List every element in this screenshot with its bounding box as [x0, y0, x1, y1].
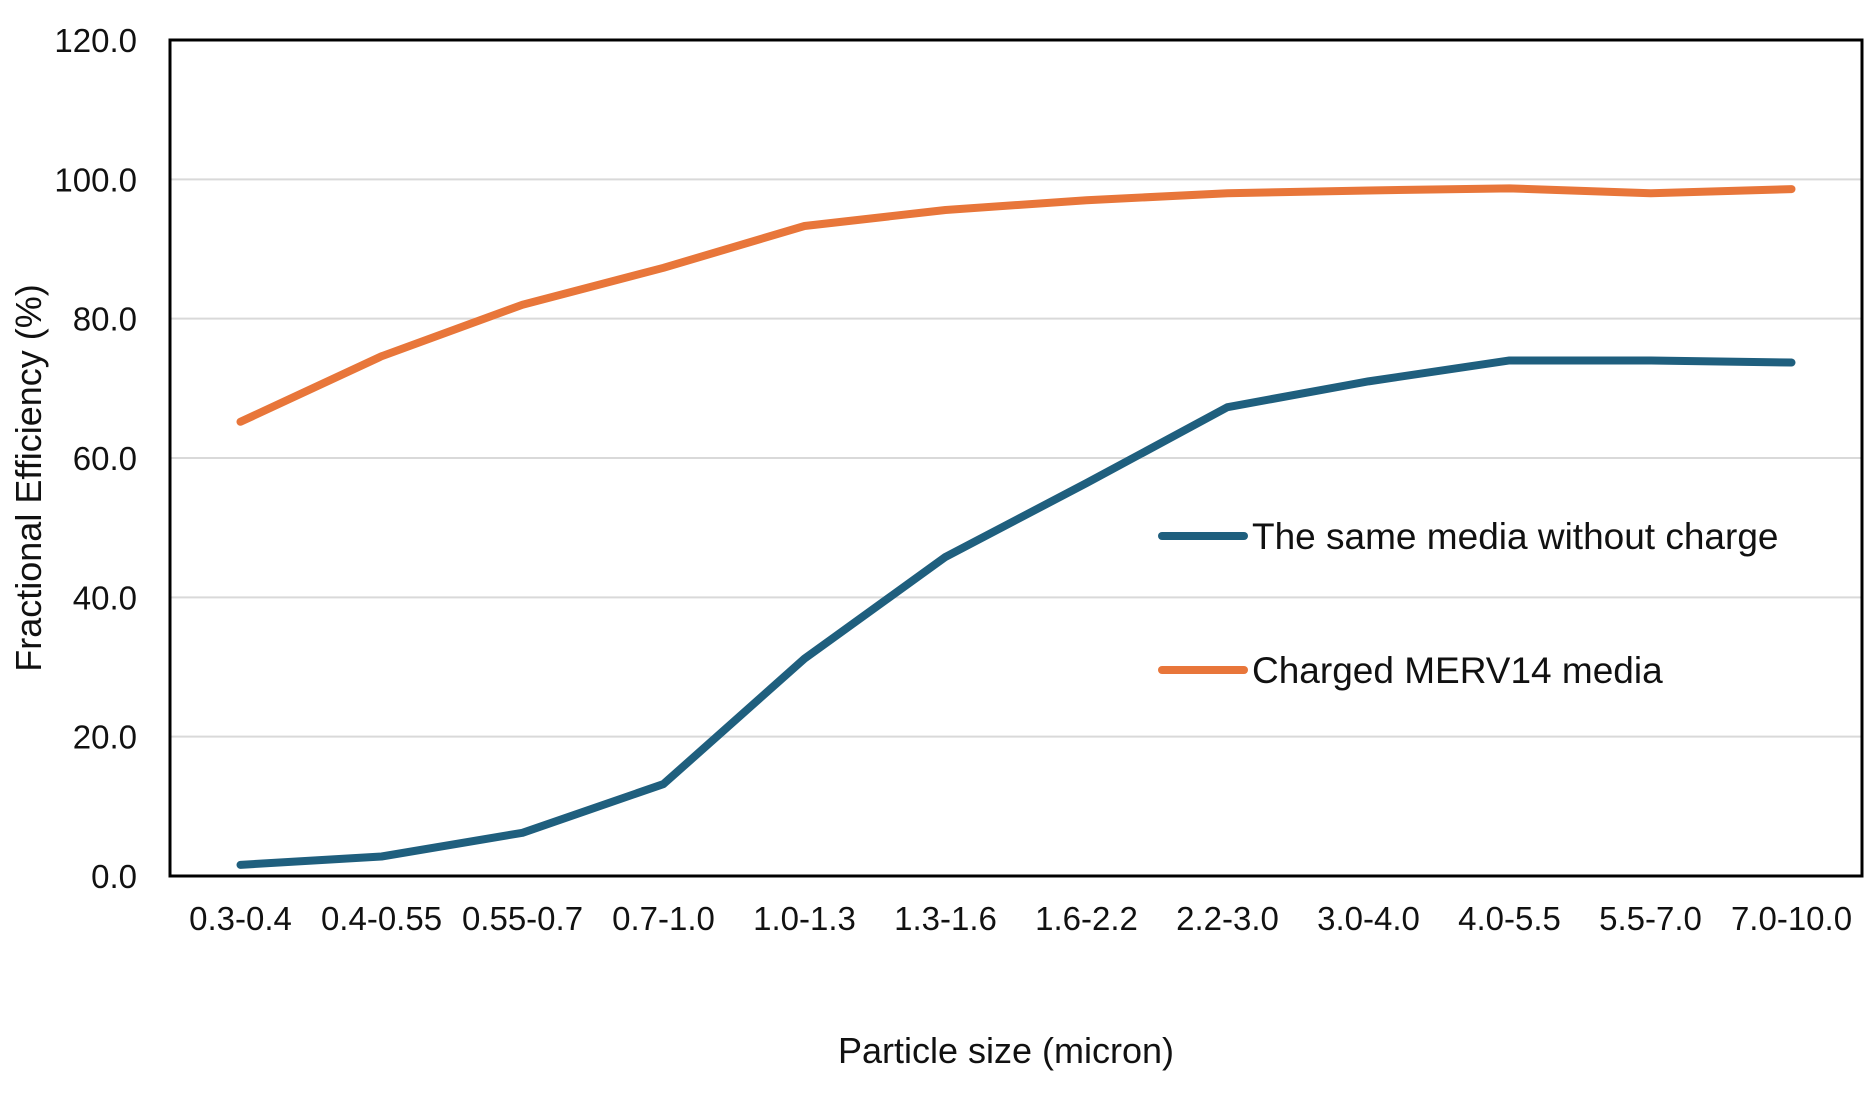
legend: The same media without charge Charged MER…	[1158, 516, 1779, 691]
x-axis-ticks: 0.3-0.4 0.4-0.55 0.55-0.7 0.7-1.0 1.0-1.3 1.3…	[189, 900, 1852, 937]
y-tick-label: 40.0	[73, 579, 137, 616]
y-axis-ticks: 0.0 20.0 40.0 60.0 80.0 100.0 120.0	[54, 22, 137, 895]
x-tick-label: 3.0-4.0	[1317, 900, 1420, 937]
x-tick-label: 2.2-3.0	[1176, 900, 1279, 937]
series-line-1	[236, 356, 1796, 869]
x-tick-label: 5.5-7.0	[1599, 900, 1702, 937]
y-tick-label: 20.0	[73, 719, 137, 756]
plot-area-border	[168, 38, 1864, 878]
y-tick-label: 120.0	[54, 22, 137, 59]
series-line-2	[236, 184, 1796, 426]
x-tick-label: 4.0-5.5	[1458, 900, 1561, 937]
y-axis-title: Fractional Efficiency (%)	[8, 284, 49, 671]
series-lines	[236, 184, 1796, 869]
x-axis-title: Particle size (micron)	[838, 1030, 1174, 1071]
y-tick-label: 100.0	[54, 161, 137, 198]
x-tick-label: 0.3-0.4	[189, 900, 292, 937]
y-tick-label: 60.0	[73, 440, 137, 477]
x-tick-label: 1.3-1.6	[894, 900, 997, 937]
legend-label-2: Charged MERV14 media	[1252, 650, 1663, 691]
y-tick-label: 80.0	[73, 301, 137, 338]
x-tick-label: 1.0-1.3	[753, 900, 856, 937]
x-tick-label: 1.6-2.2	[1035, 900, 1138, 937]
legend-label-1: The same media without charge	[1252, 516, 1779, 557]
gridlines	[170, 178, 1862, 738]
x-tick-label: 7.0-10.0	[1731, 900, 1852, 937]
x-tick-label: 0.7-1.0	[612, 900, 715, 937]
x-tick-label: 0.55-0.7	[462, 900, 583, 937]
y-tick-label: 0.0	[91, 858, 137, 895]
x-tick-label: 0.4-0.55	[321, 900, 442, 937]
